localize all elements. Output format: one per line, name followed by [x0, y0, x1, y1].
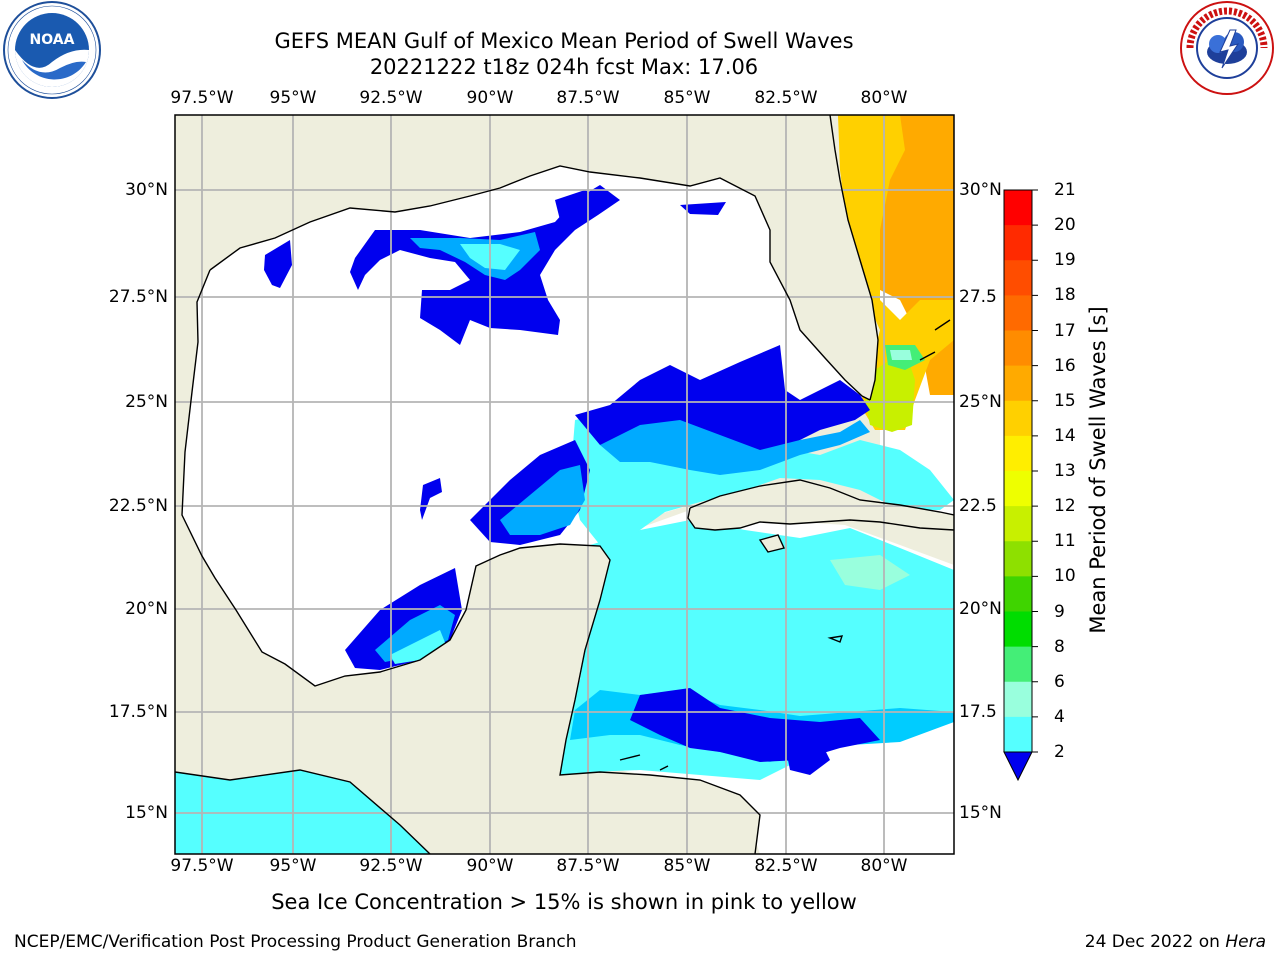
lon-tick-label-top: 80°W: [860, 88, 908, 108]
colorbar-segment: [1004, 330, 1032, 367]
lat-tick-label-left: 17.5°N: [108, 702, 168, 722]
lon-tick-label-top: 87.5°W: [556, 88, 620, 108]
footer-date: 24 Dec 2022 on Hera: [1085, 932, 1266, 952]
mexico-land: [175, 515, 760, 854]
footer-branch: NCEP/EMC/Verification Post Processing Pr…: [14, 932, 577, 952]
colorbar-segment: [1004, 295, 1032, 331]
contour-9s-straits: [890, 350, 912, 360]
colorbar-tick-label: 15: [1054, 390, 1076, 411]
lon-tick-label-bottom: 95°W: [269, 856, 317, 876]
lon-tick-label-top: 85°W: [663, 88, 711, 108]
chart-title: GEFS MEAN Gulf of Mexico Mean Period of …: [274, 29, 854, 53]
colorbar-segment: [1004, 681, 1032, 718]
colorbar-segment: [1004, 506, 1032, 542]
cuba-land: [688, 480, 954, 530]
colorbar-tick-label: 21: [1054, 180, 1076, 200]
contour-4-6s-west-gulf: [500, 465, 585, 535]
colorbar-segment: [1004, 646, 1032, 683]
nws-logo: [1180, 1, 1274, 95]
lon-tick-label-top: 97.5°W: [170, 88, 234, 108]
colorbar-extend-arrow: [1003, 751, 1033, 782]
noaa-logo-text: NOAA: [30, 32, 75, 48]
colorbar-segment: [1004, 190, 1032, 226]
lat-tick-label-right: 30°N: [959, 180, 1002, 200]
lat-tick-label-right: 25°N: [959, 392, 1002, 412]
graticule: [175, 115, 954, 854]
colorbar-segment: [1004, 611, 1032, 648]
lon-tick-label-bottom: 90°W: [466, 856, 514, 876]
lat-tick-label-right: 15°N: [959, 803, 1002, 823]
footer-date-text: 24 Dec 2022 on: [1084, 932, 1226, 952]
lon-tick-label-top: 90°W: [466, 88, 514, 108]
colorbar-segment: [1004, 576, 1032, 612]
lon-tick-label-bottom: 87.5°W: [556, 856, 620, 876]
lon-tick-label-top: 82.5°W: [754, 88, 818, 108]
colorbar-tick-label: 9: [1054, 601, 1065, 622]
contour-15-16s-atlantic: [838, 115, 954, 430]
lat-tick-label-right: 17.5: [959, 702, 997, 722]
contour-6-8s-campeche: [390, 630, 446, 664]
north-gulf-coast-land: [175, 115, 700, 515]
colorbar-segment: [1004, 365, 1032, 402]
contour-2-4s-big-bend: [680, 202, 726, 215]
lat-tick-label-left: 20°N: [125, 599, 168, 619]
contour-4-6s-campeche: [375, 605, 455, 662]
lat-tick-label-left: 30°N: [125, 180, 168, 200]
lat-tick-label-left: 25°N: [125, 392, 168, 412]
lon-tick-label-bottom: 82.5°W: [754, 856, 818, 876]
colorbar-tick-label: 6: [1054, 671, 1065, 692]
contour-4-6s-east-gulf: [600, 420, 870, 475]
swell-period-contours: [264, 115, 954, 780]
sea-ice-caption: Sea Ice Concentration > 15% is shown in …: [271, 890, 857, 914]
lat-tick-label-left: 22.5°N: [108, 496, 168, 516]
lon-tick-label-bottom: 97.5°W: [170, 856, 234, 876]
lat-tick-label-left: 15°N: [125, 803, 168, 823]
contour-2-4s-louisiana: [264, 240, 292, 288]
colorbar-segment: [1004, 225, 1032, 261]
contour-9s-caribbean: [830, 555, 910, 590]
contour-2-4s-dots-west: [420, 478, 442, 520]
lon-tick-label-bottom: 92.5°W: [359, 856, 423, 876]
chart-subtitle: 20221222 t18z 024h fcst Max: 17.06: [369, 55, 759, 79]
colorbar-segment: [1004, 400, 1032, 437]
lat-tick-label-left: 27.5°N: [108, 287, 168, 307]
colorbar-segment: [1004, 435, 1032, 472]
contour-12-14s-straits: [865, 350, 915, 432]
colorbar-segment: [1004, 716, 1032, 753]
colorbar-tick-label: 11: [1054, 531, 1076, 552]
lon-tick-label-top: 95°W: [269, 88, 317, 108]
lon-tick-label-bottom: 85°W: [663, 856, 711, 876]
lat-tick-label-right: 22.5: [959, 496, 997, 516]
colorbar-tick-label: 13: [1054, 461, 1076, 481]
colorbar-segment: [1004, 471, 1032, 507]
lon-tick-label-top: 92.5°W: [359, 88, 423, 108]
colorbar-tick-label: 14: [1054, 425, 1076, 446]
colorbar-tick-label: 12: [1054, 496, 1076, 517]
pacific-water: [175, 770, 430, 854]
colorbar-segment: [1004, 260, 1032, 296]
lat-tick-label-right: 27.5: [959, 287, 997, 307]
colorbar-tick-label: 8: [1054, 636, 1065, 657]
colorbar-tick-label: 10: [1054, 566, 1076, 587]
lon-tick-label-bottom: 80°W: [860, 856, 908, 876]
colorbar-segment: [1004, 541, 1032, 577]
map-frame: [174, 114, 955, 855]
colorbar-tick-label: 19: [1054, 250, 1076, 271]
colorbar-tick-label: 18: [1054, 285, 1076, 306]
coastlines: [175, 115, 954, 854]
colorbar-tick-label: 17: [1054, 320, 1076, 341]
footer-machine: Hera: [1225, 932, 1266, 952]
contour-2-4s-caribbean-south: [785, 740, 830, 775]
lat-tick-label-right: 20°N: [959, 599, 1002, 619]
colorbar-tick-label: 16: [1054, 355, 1076, 376]
colorbar-tick-label: 4: [1054, 706, 1065, 727]
colorbar-tick-label: 2: [1054, 742, 1065, 762]
colorbar-title: Mean Period of Swell Waves [s]: [1086, 306, 1110, 634]
colorbar-tick-label: 20: [1054, 215, 1076, 236]
gulf-of-mexico-water: [182, 166, 870, 686]
noaa-logo: NOAA: [3, 1, 101, 99]
colorbar: [1003, 189, 1038, 782]
